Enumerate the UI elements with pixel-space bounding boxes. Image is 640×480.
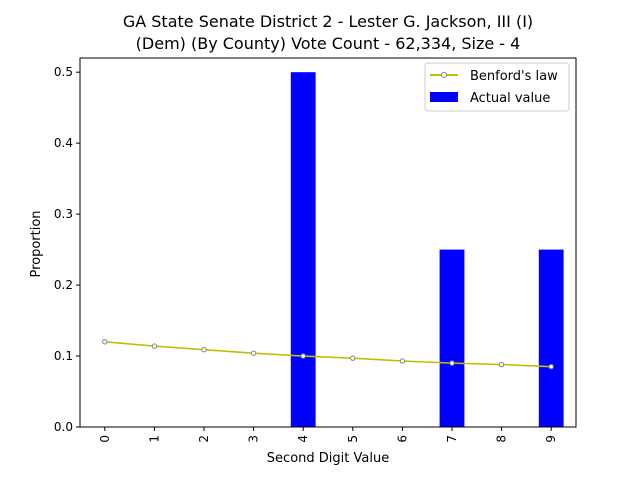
x-tick-label-5: 5: [346, 435, 360, 443]
y-tick-label-0: 0.0: [54, 420, 73, 434]
bar-digit-7: [439, 249, 465, 427]
benford-point-0: [102, 339, 108, 345]
legend-line-marker: [441, 72, 447, 78]
benford-point-4: [300, 353, 306, 359]
legend-label-benford: Benford's law: [470, 69, 558, 84]
y-axis-label: Proportion: [29, 210, 44, 277]
x-tick-label-6: 6: [395, 435, 409, 443]
chart-title-line-1: GA State Senate District 2 - Lester G. J…: [123, 12, 533, 31]
x-tick-label-9: 9: [544, 435, 558, 443]
x-tick-label-4: 4: [296, 435, 310, 443]
y-tick-label-5: 0.5: [54, 65, 73, 79]
bar-digit-4: [290, 72, 316, 427]
legend-frame: [424, 62, 570, 112]
y-tick-label-1: 0.1: [54, 349, 73, 363]
ticks-layer: 0 1 2 3 4 5 6 7 8 9 0.0 0.1 0.2 0.3 0.4 0.5: [54, 65, 558, 442]
benford-point-3: [250, 350, 257, 356]
benford-point-1: [151, 343, 158, 349]
legend-label-actual: Actual value: [470, 91, 550, 106]
plot-frame: [79, 57, 577, 428]
x-tick-label-0: 0: [98, 435, 112, 443]
axes-layer: [79, 57, 577, 428]
benford-point-9: [548, 363, 554, 370]
x-tick-label-2: 2: [197, 435, 211, 443]
x-tick-label-7: 7: [445, 435, 459, 443]
benford-point-6: [399, 358, 406, 364]
x-tick-label-1: 1: [147, 435, 161, 443]
bar-digit-9: [538, 249, 564, 427]
benford-point-5: [350, 355, 356, 361]
x-axis-label: Second Digit Value: [267, 451, 389, 466]
x-tick-label-8: 8: [495, 435, 509, 443]
benford-point-7: [449, 360, 455, 366]
x-tick-label-3: 3: [247, 435, 261, 443]
benford-point-2: [201, 346, 207, 353]
benford-line: [104, 341, 552, 368]
chart-title-line-2: (Dem) (By County) Vote Count - 62,334, S…: [136, 34, 521, 53]
benford-point-8: [498, 361, 505, 368]
y-tick-label-4: 0.4: [54, 136, 73, 150]
benford-line-layer: [102, 339, 554, 370]
y-tick-label-3: 0.3: [54, 207, 73, 221]
bars-layer: [290, 72, 564, 427]
legend: Benford's law Actual value: [424, 62, 570, 112]
legend-bar-swatch: [430, 92, 458, 102]
y-tick-label-2: 0.2: [54, 278, 73, 292]
